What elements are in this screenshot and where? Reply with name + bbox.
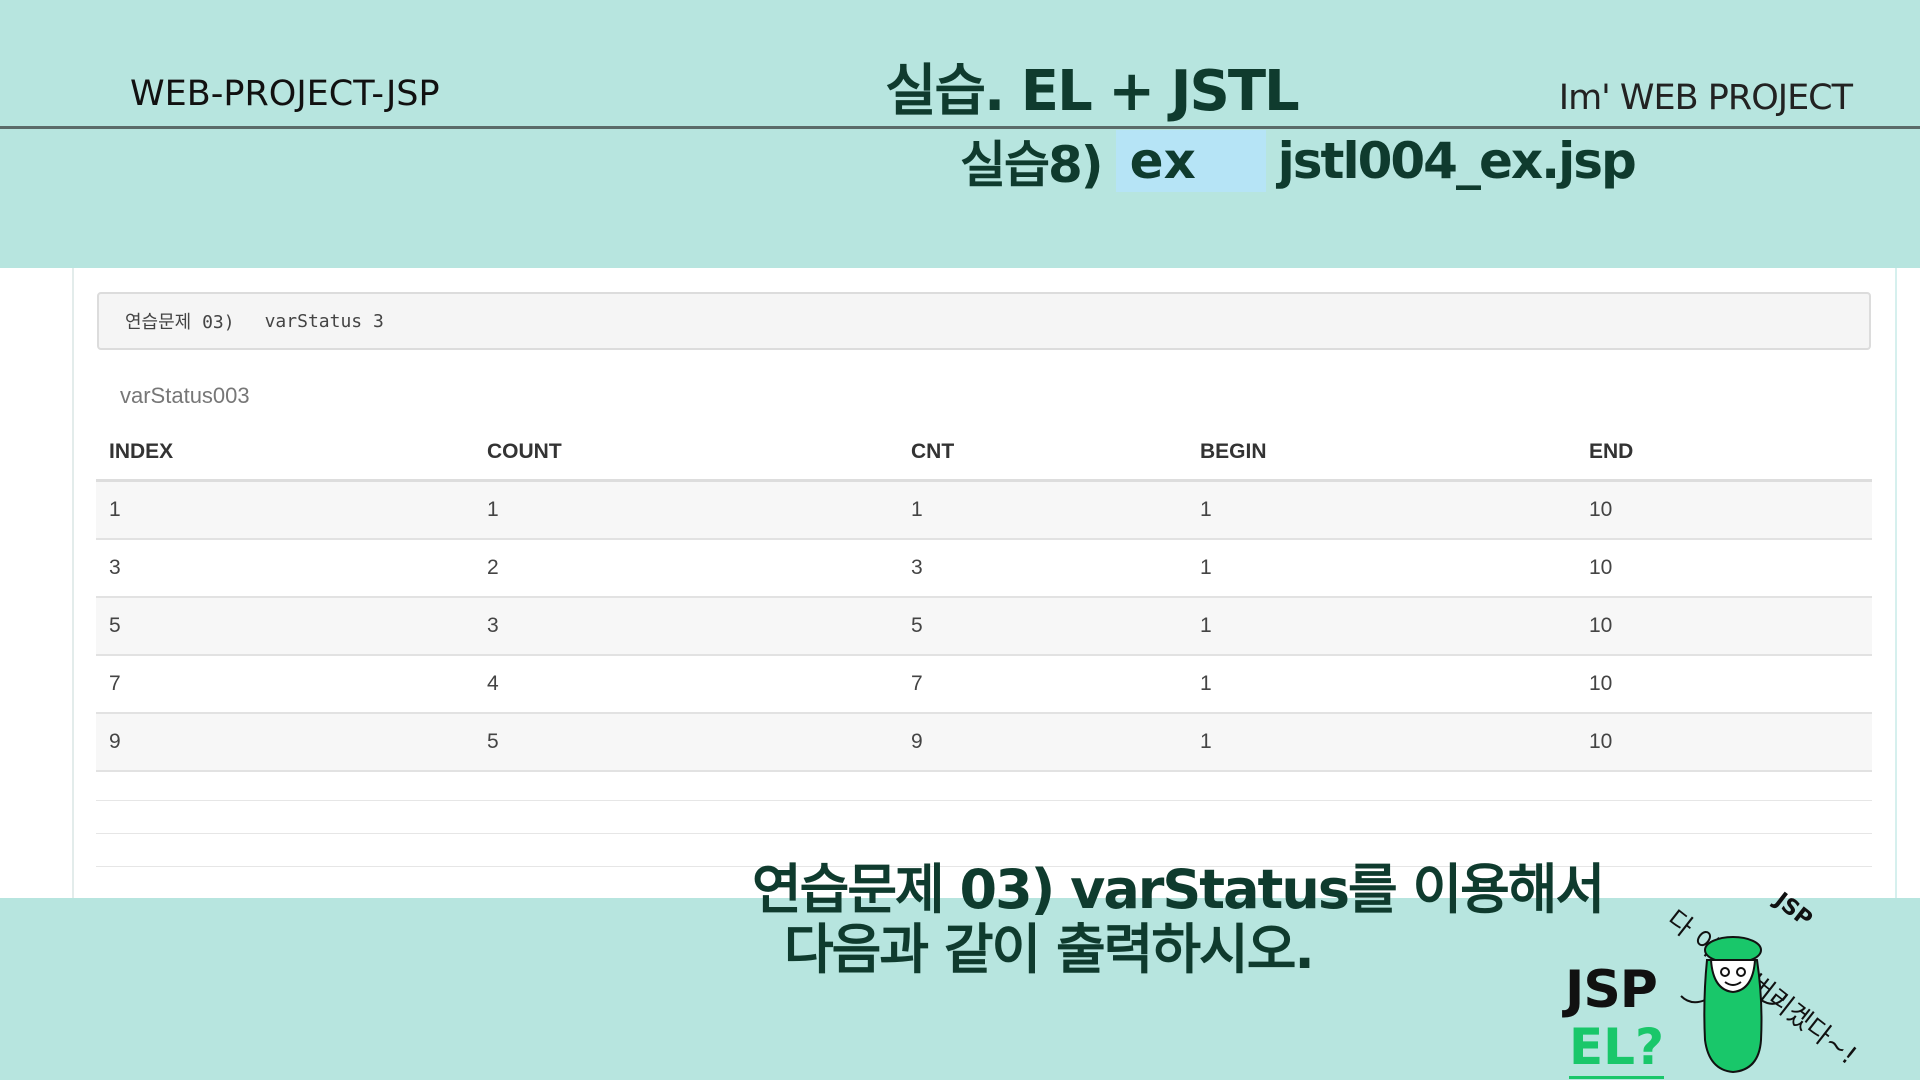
panel-heading-detail: varStatus 3 xyxy=(264,310,384,332)
bottom-band xyxy=(0,898,1920,1080)
table-cell: 1 xyxy=(1187,655,1576,714)
table-cell: 9 xyxy=(96,713,474,772)
column-header: END xyxy=(1576,425,1872,482)
column-header: BEGIN xyxy=(1187,425,1576,482)
table-cell: 5 xyxy=(898,597,1187,656)
table-cell: 1 xyxy=(1187,597,1576,656)
screenshot-right-edge xyxy=(1895,268,1897,898)
table-cell: 1 xyxy=(898,480,1187,540)
subtitle-chip: ex xyxy=(1115,130,1266,192)
subtitle-row: 실습8) ex jstl004_ex.jsp xyxy=(960,130,1637,194)
column-header: COUNT xyxy=(474,425,898,482)
table-cell: 10 xyxy=(1576,597,1872,656)
table-cell: 1 xyxy=(1187,539,1576,598)
mascot-character-icon xyxy=(1680,936,1788,1074)
header-divider xyxy=(0,126,1920,129)
table-row: 9 5 9 1 10 xyxy=(96,713,1872,772)
table-cell: 1 xyxy=(96,480,474,540)
brand-right: Im' WEB PROJECT xyxy=(1558,78,1853,118)
table-cell: 2 xyxy=(474,539,898,598)
table-cell: 10 xyxy=(1576,655,1872,714)
subtitle-filename: jstl004_ex.jsp xyxy=(1277,132,1637,190)
empty-row-divider xyxy=(96,800,1872,801)
table-header-row: INDEX COUNT CNT BEGIN END xyxy=(96,425,1872,482)
table-caption: varStatus003 xyxy=(120,383,250,408)
table-cell: 4 xyxy=(474,655,898,714)
table-cell: 7 xyxy=(898,655,1187,714)
table-cell: 3 xyxy=(474,597,898,656)
mascot-illustration: 다 이해해버리겠다~! JSP JSP EL? xyxy=(1555,860,1920,1080)
table-cell: 1 xyxy=(1187,713,1576,772)
slide-title: 실습. EL + JSTL xyxy=(885,59,1300,124)
column-header: INDEX xyxy=(96,425,474,482)
table-cell: 3 xyxy=(96,539,474,598)
table-cell: 3 xyxy=(898,539,1187,598)
table-cell: 1 xyxy=(474,480,898,540)
panel-heading: 연습문제 03) varStatus 3 xyxy=(97,292,1871,350)
table-row: 7 4 7 1 10 xyxy=(96,655,1872,714)
table-cell: 9 xyxy=(898,713,1187,772)
table-cell: 10 xyxy=(1576,480,1872,540)
table-row: 5 3 5 1 10 xyxy=(96,597,1872,656)
mascot-el-label: EL? xyxy=(1569,1018,1665,1079)
panel-heading-label: 연습문제 03) xyxy=(125,312,235,333)
exercise-caption-line1: 연습문제 03) varStatus를 이용해서 xyxy=(752,858,1605,921)
table-cell: 10 xyxy=(1576,713,1872,772)
table-cell: 5 xyxy=(474,713,898,772)
subtitle-label: 실습8) xyxy=(960,136,1104,194)
table-cell: 1 xyxy=(1187,480,1576,540)
table-cell: 7 xyxy=(96,655,474,714)
table-row: 1 1 1 1 10 xyxy=(96,480,1872,540)
varstatus-table: INDEX COUNT CNT BEGIN END 1 1 1 1 10 3 2… xyxy=(96,425,1872,772)
empty-row-divider xyxy=(96,866,1872,867)
table-row: 3 2 3 1 10 xyxy=(96,539,1872,598)
exercise-caption: 연습문제 03) varStatus를 이용해서 다음과 같이 출력하시오. xyxy=(752,858,1605,981)
column-header: CNT xyxy=(898,425,1187,482)
table-cell: 10 xyxy=(1576,539,1872,598)
table-cell: 5 xyxy=(96,597,474,656)
screenshot-left-edge xyxy=(72,268,74,898)
mascot-tag: JSP xyxy=(1769,888,1817,933)
top-band xyxy=(0,0,1920,268)
mascot-jsp-label: JSP xyxy=(1565,960,1658,1020)
exercise-caption-line2: 다음과 같이 출력하시오. xyxy=(784,918,1315,981)
brand-left: WEB-PROJECT-JSP xyxy=(130,74,440,114)
empty-row-divider xyxy=(96,833,1872,834)
